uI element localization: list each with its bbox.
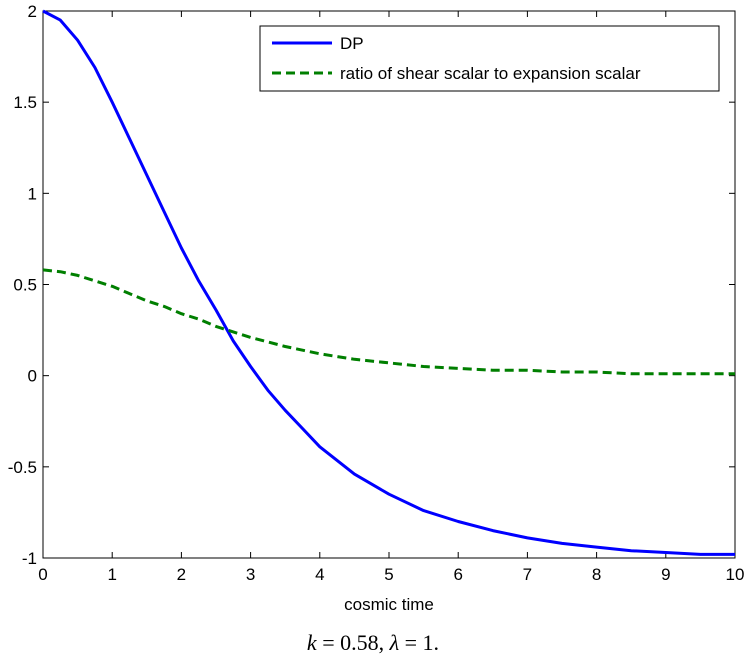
caption-k-value: = 0.58,	[316, 630, 390, 655]
caption-k-variable: k	[306, 630, 317, 655]
y-tick-label: 1	[28, 184, 37, 203]
x-axis: 0 1 2 3 4 5 6 7 8 9 10	[38, 11, 744, 584]
caption-lambda-variable: λ	[389, 630, 400, 655]
y-tick-label: 1.5	[13, 93, 37, 112]
plot-frame	[42, 10, 736, 559]
y-tick-label: -1	[22, 549, 37, 568]
x-tick-label: 7	[523, 565, 532, 584]
legend: DP ratio of shear scalar to expansion sca…	[259, 25, 720, 92]
y-axis: -1 -0.5 0 0.5 1 1.5 2	[8, 2, 735, 568]
y-tick-label: 0	[28, 367, 37, 386]
x-tick-label: 5	[384, 565, 393, 584]
x-tick-label: 10	[726, 565, 745, 584]
x-axis-label: cosmic time	[344, 595, 434, 614]
x-tick-label: 3	[246, 565, 255, 584]
legend-label-0: DP	[340, 34, 364, 53]
y-tick-label: -0.5	[8, 458, 37, 477]
series-line-1	[42, 268, 735, 376]
legend-label-1: ratio of shear scalar to expansion scala…	[340, 64, 641, 83]
series-line-0	[42, 9, 735, 556]
series-layer	[42, 9, 735, 556]
x-tick-label: 6	[453, 565, 462, 584]
plot-area	[42, 10, 736, 559]
chart: 0 1 2 3 4 5 6 7 8 9 10 -1 -0.5 0 0.5 1 1.5 2 cosmic time…	[8, 2, 745, 614]
x-tick-label: 4	[315, 565, 324, 584]
caption-lambda-value: = 1.	[399, 630, 440, 655]
y-tick-label: 0.5	[13, 276, 37, 295]
x-tick-label: 9	[661, 565, 670, 584]
x-tick-label: 1	[107, 565, 116, 584]
x-tick-label: 0	[38, 565, 47, 584]
x-tick-label: 2	[177, 565, 186, 584]
y-tick-label: 2	[28, 2, 37, 21]
x-tick-label: 8	[592, 565, 601, 584]
legend-box	[259, 25, 720, 92]
caption: k = 0.58, λ = 1.	[0, 630, 746, 656]
